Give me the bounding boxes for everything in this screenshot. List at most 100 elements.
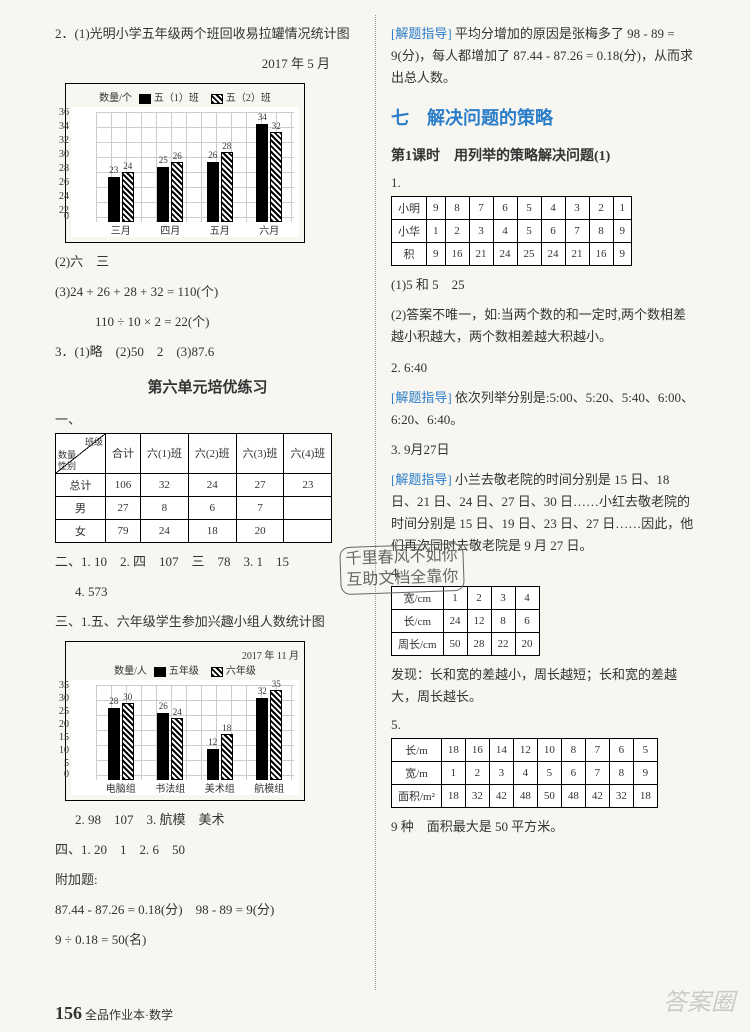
td: 9 — [427, 197, 446, 220]
td: 18 — [633, 784, 657, 807]
td: 24 — [188, 473, 236, 496]
td: 2 — [465, 761, 489, 784]
td: 42 — [489, 784, 513, 807]
td: 18 — [188, 519, 236, 542]
td: 5 — [517, 197, 541, 220]
td: 20 — [515, 633, 539, 656]
td: 24 — [443, 610, 467, 633]
td: 3 — [565, 197, 589, 220]
q2-2: (2)六 三 — [55, 251, 360, 273]
td: 9 — [613, 220, 632, 243]
bonus1: 87.44 - 87.26 = 0.18(分) 98 - 89 = 9(分) — [55, 899, 360, 921]
td: 5 — [517, 220, 541, 243]
td: 22 — [491, 633, 515, 656]
td: 长/m — [392, 738, 442, 761]
td: 20 — [236, 519, 284, 542]
bar: 26 — [157, 713, 169, 780]
td: 女 — [56, 519, 106, 542]
td: 79 — [106, 519, 141, 542]
q1-2: (2)答案不唯一，如:当两个数的和一定时,两个数相差越小积越大，两个数相差越大积… — [391, 304, 695, 348]
item1: 一、 — [55, 409, 360, 428]
bar: 18 — [221, 734, 233, 780]
page-number: 156 — [55, 1003, 82, 1023]
td: 7 — [236, 496, 284, 519]
table2: 小明987654321 小华123456789 积916212425242116… — [391, 196, 632, 266]
chart2: 2017 年 11 月 数量/人 五年级 六年级 35 30 25 20 15 … — [65, 641, 305, 801]
td: 9 — [613, 243, 632, 266]
td: 小华 — [392, 220, 427, 243]
td: 1 — [427, 220, 446, 243]
td: 50 — [537, 784, 561, 807]
td: 27 — [106, 496, 141, 519]
td: 4 — [515, 587, 539, 610]
td: 24 — [493, 243, 517, 266]
bar: 34 — [256, 124, 268, 222]
bar-group: 12 18 — [207, 734, 233, 780]
sec2b: 4. 573 — [55, 581, 360, 603]
bar-group: 26 28 — [207, 152, 233, 222]
explain-label: [解题指导] — [391, 26, 452, 41]
legend-solid — [139, 94, 151, 104]
q1-1: (1)5 和 5 25 — [391, 274, 695, 296]
x-labels: 三月 四月 五月 六月 — [96, 222, 294, 237]
bar-group: 25 26 — [157, 162, 183, 222]
diag-header: 班级 数量 性别 — [56, 433, 106, 473]
q1: 1. — [391, 175, 695, 191]
q4-find: 发现：长和宽的差越小，周长越短；长和宽的差越大，周长越长。 — [391, 664, 695, 708]
watermark-stamp: 千里春风不如你 互助文档全靠你 — [339, 543, 465, 595]
td: 25 — [517, 243, 541, 266]
td: 28 — [467, 633, 491, 656]
chart1-date: 2017 年 5 月 — [55, 53, 360, 75]
td: 32 — [465, 784, 489, 807]
td: 8 — [609, 761, 633, 784]
section7-title: 七 解决问题的策略 — [391, 104, 695, 130]
bar: 23 — [108, 177, 120, 222]
td: 32 — [141, 473, 189, 496]
td: 32 — [609, 784, 633, 807]
bonus2: 9 ÷ 0.18 = 50(名) — [55, 929, 360, 951]
td: 16 — [445, 243, 469, 266]
td: 27 — [236, 473, 284, 496]
chart1-area: 36 34 32 30 28 26 24 22 0 23 24 2 — [71, 107, 299, 237]
td: 24 — [541, 243, 565, 266]
left-column: 2．(1)光明小学五年级两个班回收易拉罐情况统计图 2017 年 5 月 数量/… — [55, 15, 375, 990]
td: 周长/cm — [392, 633, 444, 656]
q2-1-title: 2．(1)光明小学五年级两个班回收易拉罐情况统计图 — [55, 23, 360, 45]
bar: 24 — [122, 172, 134, 222]
bar-group: 34 32 — [256, 124, 282, 222]
table4: 长/m18161412108765 宽/m123456789 面积/m²1832… — [391, 738, 658, 808]
bar-group: 26 24 — [157, 713, 183, 780]
chart1-legend: 数量/个 五（1）班 五（2）班 — [71, 89, 299, 104]
td: 18 — [441, 784, 465, 807]
explain-label: [解题指导] — [391, 472, 452, 487]
bar: 32 — [256, 698, 268, 780]
bar: 25 — [157, 167, 169, 222]
bar: 26 — [171, 162, 183, 222]
td: 8 — [491, 610, 515, 633]
bar: 24 — [171, 718, 183, 780]
chart2-date: 2017 年 11 月 — [71, 647, 299, 662]
th: 六(3)班 — [236, 433, 284, 473]
explain-label: [解题指导] — [391, 390, 452, 405]
td: 3 — [491, 587, 515, 610]
td: 1 — [441, 761, 465, 784]
bar-group: 28 30 — [108, 703, 134, 780]
td: 48 — [513, 784, 537, 807]
chart2-legend: 数量/人 五年级 六年级 — [71, 662, 299, 677]
td: 2 — [445, 220, 469, 243]
td: 8 — [561, 738, 585, 761]
td: 3 — [469, 220, 493, 243]
td: 10 — [537, 738, 561, 761]
q5-ans: 9 种 面积最大是 50 平方米。 — [391, 816, 695, 838]
td: 6 — [541, 220, 565, 243]
td: 面积/m² — [392, 784, 442, 807]
bar-group: 32 35 — [256, 690, 282, 780]
td: 106 — [106, 473, 141, 496]
lesson1-title: 第1课时 用列举的策略解决问题(1) — [391, 145, 695, 165]
bonus-label: 附加题: — [55, 869, 360, 891]
td: 50 — [443, 633, 467, 656]
td: 6 — [515, 610, 539, 633]
td: 21 — [565, 243, 589, 266]
td: 积 — [392, 243, 427, 266]
watermark-corner: 答案圈 — [663, 982, 735, 1017]
